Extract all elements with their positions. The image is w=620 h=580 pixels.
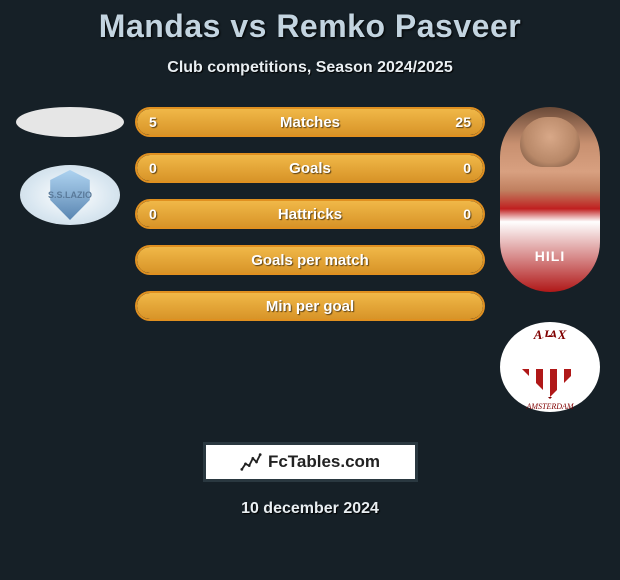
club-right-inner: AJAX AMSTERDAM <box>510 329 590 405</box>
stat-bar-goals: 0 Goals 0 <box>135 153 485 183</box>
player-left-avatar <box>16 107 124 137</box>
stat-bar-hattricks: 0 Hattricks 0 <box>135 199 485 229</box>
page-subtitle: Club competitions, Season 2024/2025 <box>0 59 620 77</box>
stat-label: Hattricks <box>278 206 342 223</box>
club-right-bottom-text: AMSTERDAM <box>510 402 590 411</box>
player-left-side: S.S.LAZIO <box>10 107 130 225</box>
brand-icon <box>240 451 262 473</box>
stats-bars: 5 Matches 25 0 Goals 0 0 Hattricks 0 Goa… <box>130 107 490 321</box>
club-left-name: S.S.LAZIO <box>48 190 92 200</box>
date-text: 10 december 2024 <box>241 500 379 518</box>
stat-right-value: 25 <box>455 114 471 130</box>
stat-right-value: 0 <box>463 160 471 176</box>
club-right-stripes <box>522 369 578 397</box>
stat-left-value: 0 <box>149 206 157 222</box>
club-left-logo: S.S.LAZIO <box>20 165 120 225</box>
stat-left-value: 5 <box>149 114 157 130</box>
player-right-side: AJAX AMSTERDAM <box>490 107 610 412</box>
stat-label: Goals per match <box>251 252 369 269</box>
footer: FcTables.com 10 december 2024 <box>0 442 620 518</box>
header: Mandas vs Remko Pasveer Club competition… <box>0 0 620 77</box>
stat-label: Min per goal <box>266 298 354 315</box>
stat-label: Goals <box>289 160 331 177</box>
stat-label: Matches <box>280 114 340 131</box>
stat-bar-matches: 5 Matches 25 <box>135 107 485 137</box>
bar-fill-left <box>137 109 196 135</box>
club-right-logo: AJAX AMSTERDAM <box>500 322 600 412</box>
page-title: Mandas vs Remko Pasveer <box>0 8 620 45</box>
brand-box[interactable]: FcTables.com <box>203 442 418 482</box>
stat-left-value: 0 <box>149 160 157 176</box>
stat-bar-goals-per-match: Goals per match <box>135 245 485 275</box>
stat-bar-min-per-goal: Min per goal <box>135 291 485 321</box>
player-right-avatar <box>500 107 600 292</box>
content: S.S.LAZIO 5 Matches 25 0 Goals 0 0 Hattr… <box>0 77 620 412</box>
stat-right-value: 0 <box>463 206 471 222</box>
brand-text: FcTables.com <box>268 452 380 472</box>
